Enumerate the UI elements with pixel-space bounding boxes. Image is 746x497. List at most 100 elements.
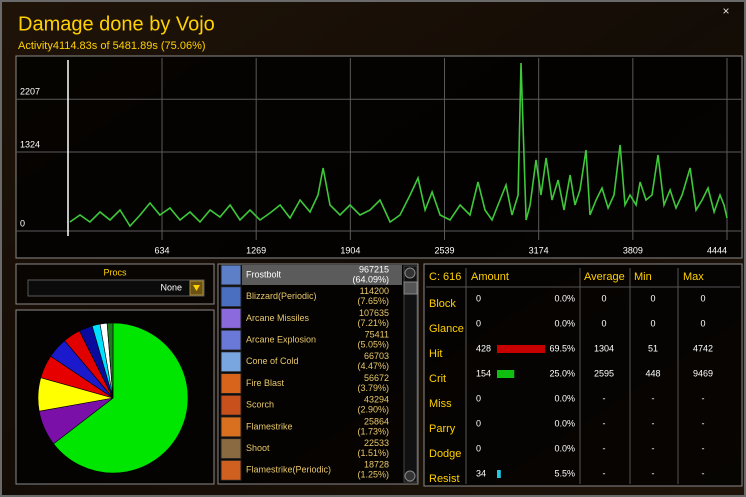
spell-percent: (7.21%) [357,318,389,328]
spell-percent: (4.47%) [357,361,389,371]
spell-panel [217,263,419,485]
spell-name: Scorch [246,400,274,410]
spell-name: Frostbolt [246,269,282,279]
column-header: Min [634,271,652,283]
percent: 0.0% [554,443,575,453]
spell-icon [220,416,242,438]
percent: 5.5% [554,468,575,478]
hit-count: 0 [476,393,481,403]
x-tick-label: 3174 [529,245,549,255]
hit-count: 0 [476,318,481,328]
row-label: Block [429,298,456,310]
dropdown-arrow [193,285,200,291]
spell-icon [220,307,242,329]
y-tick-label: 2207 [20,87,40,97]
procs-label: Procs [103,267,127,277]
average: - [603,393,606,403]
average: - [603,443,606,453]
x-tick-label: 2539 [434,245,454,255]
spell-icon [220,329,242,351]
scrollbar[interactable] [403,265,418,483]
percent: 0.0% [554,293,575,303]
spell-percent: (2.90%) [357,405,389,415]
percent: 69.5% [549,343,575,353]
spell-percent: (5.05%) [357,339,389,349]
percent-bar [497,370,515,378]
row-label: Dodge [429,448,461,460]
average: 0 [601,318,606,328]
spell-name: Blizzard(Periodic) [246,291,317,301]
spell-percent: (64.09%) [352,274,389,284]
scroll-thumb[interactable] [403,281,418,295]
spell-amount: 66703 [364,351,389,361]
average: - [603,418,606,428]
hit-count: 34 [476,468,486,478]
average: 0 [601,293,606,303]
scroll-down[interactable] [404,470,416,482]
scroll-up[interactable] [404,267,416,279]
hit-count: 0 [476,293,481,303]
column-header: Amount [471,271,509,283]
row-label: Resist [429,473,460,485]
spell-amount: 114200 [360,286,389,296]
x-tick-label: 1269 [246,245,266,255]
min: - [652,418,655,428]
pie-slice [106,322,114,399]
spell-percent: (1.25%) [357,470,389,480]
spell-percent: (1.51%) [357,448,389,458]
spell-icon [220,351,242,373]
pie [37,322,189,474]
spell-name: Flamestrike(Periodic) [246,465,331,475]
close-button[interactable]: × [722,4,729,18]
hit-count: 0 [476,418,481,428]
average: - [603,468,606,478]
spell-percent: (7.65%) [357,296,389,306]
row-label: Parry [429,423,456,435]
y-tick-label: 0 [20,218,25,228]
activity-text: Activity4114.83s of 5481.89s (75.06%) [18,40,206,52]
spell-amount: 56672 [364,373,389,383]
spell-name: Cone of Cold [246,356,299,366]
spell-icon [220,438,242,460]
spell-name: Flamestrike [246,421,293,431]
spell-name: Arcane Missiles [246,313,310,323]
graph: 634 1269 1904 2539 3174 3809 4444 0 1324 2207 [16,58,742,255]
min: 51 [648,343,658,353]
min: - [652,443,655,453]
x-tick-label: 4444 [707,245,727,255]
spell-icon [220,459,242,481]
min: 448 [645,368,660,378]
stats-table: C: 616 Amount Average Min Max Block 0 0.0% 0 0 0 Gl… [426,268,740,485]
average: 2595 [594,368,614,378]
row-label: Hit [429,348,442,360]
spell-icon [220,373,242,394]
max: 0 [700,293,705,303]
spell-amount: 18728 [364,460,389,470]
min: 0 [650,293,655,303]
percent: 0.0% [554,393,575,403]
x-tick-label: 634 [155,245,170,255]
percent-bar [497,470,501,478]
spell-name: Shoot [246,443,270,453]
column-header: Max [683,271,704,283]
column-header: Average [584,271,625,283]
hit-count: 0 [476,443,481,453]
spell-amount: 107635 [359,308,389,318]
row-highlight [242,265,402,285]
pie-slice [53,322,189,474]
percent: 25.0% [549,368,575,378]
min: - [652,393,655,403]
spell-icon [220,264,242,286]
procs-dropdown[interactable] [27,279,205,297]
max: - [702,418,705,428]
spell-list: Frostbolt 967215(64.09%) Blizzard(Periodic… [220,264,402,481]
max: 9469 [693,368,713,378]
percent: 0.0% [554,418,575,428]
x-tick-label: 1904 [340,245,360,255]
stats-panel [423,263,743,487]
max: - [702,443,705,453]
hit-count: 154 [476,368,491,378]
max: - [702,393,705,403]
